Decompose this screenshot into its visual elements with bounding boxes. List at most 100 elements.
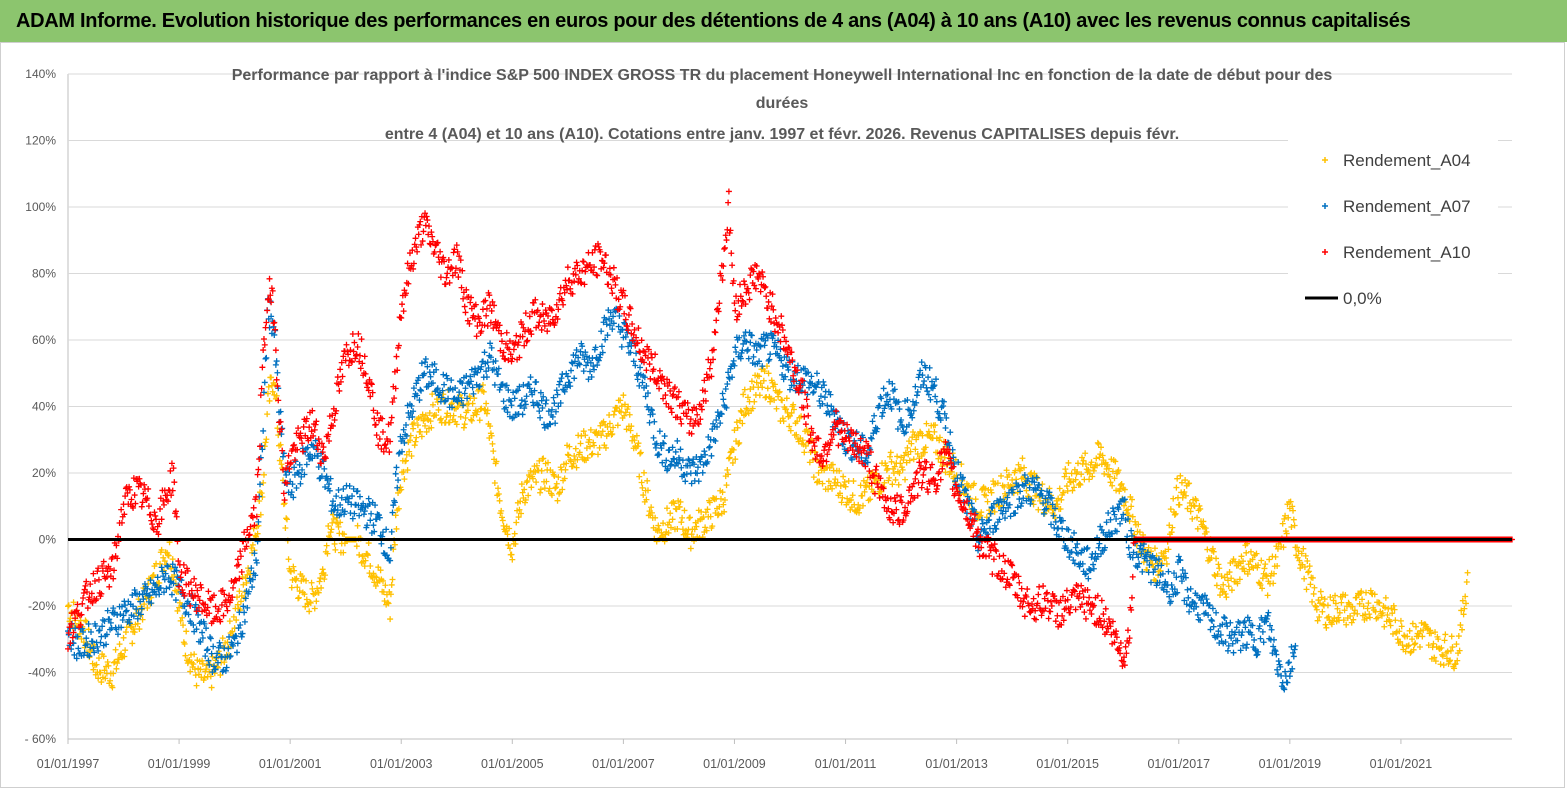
data-point (424, 217, 431, 224)
data-point (1128, 594, 1135, 601)
data-point (417, 428, 424, 435)
data-point (699, 469, 706, 476)
data-point (701, 448, 708, 455)
data-point (764, 385, 771, 392)
data-point (1442, 631, 1449, 638)
data-point (1016, 579, 1023, 586)
data-point (229, 628, 236, 635)
data-point (461, 421, 468, 428)
data-point (990, 556, 997, 563)
data-point (177, 617, 184, 624)
data-point (258, 490, 265, 497)
data-point (647, 375, 654, 382)
data-point (519, 411, 526, 418)
data-point (254, 530, 261, 537)
data-point (537, 489, 544, 496)
data-point (182, 652, 189, 659)
data-point (779, 363, 786, 370)
data-point (293, 485, 300, 492)
data-point (165, 552, 172, 559)
data-point (568, 359, 575, 366)
data-point (757, 288, 764, 295)
data-point (634, 376, 641, 383)
data-point (122, 647, 129, 654)
data-point (262, 439, 269, 446)
data-point (180, 561, 187, 568)
data-point (1048, 602, 1055, 609)
data-point (1247, 548, 1254, 555)
data-point (367, 517, 374, 524)
data-point (1186, 608, 1193, 615)
data-point (121, 653, 128, 660)
data-point (171, 479, 178, 486)
data-point (1453, 641, 1460, 648)
data-point (1174, 475, 1181, 482)
data-point (706, 365, 713, 372)
data-point (1324, 602, 1331, 609)
data-point (1270, 636, 1277, 643)
data-point (335, 523, 342, 530)
x-tick-label: 01/01/1999 (148, 757, 211, 771)
data-point (1225, 583, 1232, 590)
data-point (122, 602, 129, 609)
data-point (537, 486, 544, 493)
data-point (528, 484, 535, 491)
data-point (316, 578, 323, 585)
data-point (368, 510, 375, 517)
data-point (446, 279, 453, 286)
data-point (527, 374, 534, 381)
data-point (367, 563, 374, 570)
data-point (199, 657, 206, 664)
data-point (725, 199, 732, 206)
data-point (240, 581, 247, 588)
y-tick-label: -20% (28, 599, 56, 613)
data-point (207, 673, 214, 680)
data-point (637, 450, 644, 457)
data-point (913, 469, 920, 476)
data-point (400, 468, 407, 475)
data-point (1177, 472, 1184, 479)
data-point (780, 418, 787, 425)
data-point (112, 646, 119, 653)
data-point (321, 576, 328, 583)
data-point (533, 479, 540, 486)
data-point (427, 373, 434, 380)
data-point (131, 492, 138, 499)
data-point (80, 594, 87, 601)
data-point (364, 550, 371, 557)
data-point (706, 444, 713, 451)
data-point (589, 450, 596, 457)
data-point (414, 422, 421, 429)
data-point (404, 467, 411, 474)
data-point (1213, 582, 1220, 589)
data-point (418, 433, 425, 440)
data-point (238, 633, 245, 640)
data-point (1258, 557, 1265, 564)
data-point (682, 478, 689, 485)
data-point (462, 309, 469, 316)
data-point (191, 575, 198, 582)
data-point (1220, 614, 1227, 621)
data-point (984, 498, 991, 505)
data-point (335, 486, 342, 493)
data-point (590, 439, 597, 446)
data-point (370, 522, 377, 529)
data-point (580, 258, 587, 265)
y-tick-label: 120% (25, 134, 56, 148)
data-point (176, 599, 183, 606)
data-point (1284, 679, 1291, 686)
data-point (106, 583, 113, 590)
data-point (261, 341, 268, 348)
data-point (637, 449, 644, 456)
data-point (1313, 603, 1320, 610)
data-point (308, 579, 315, 586)
data-point (161, 558, 168, 565)
data-point (612, 281, 619, 288)
data-point (1078, 582, 1085, 589)
data-point (924, 486, 931, 493)
data-point (708, 452, 715, 459)
data-point (1184, 586, 1191, 593)
data-point (1301, 575, 1308, 582)
data-point (1227, 619, 1234, 626)
data-point (890, 470, 897, 477)
